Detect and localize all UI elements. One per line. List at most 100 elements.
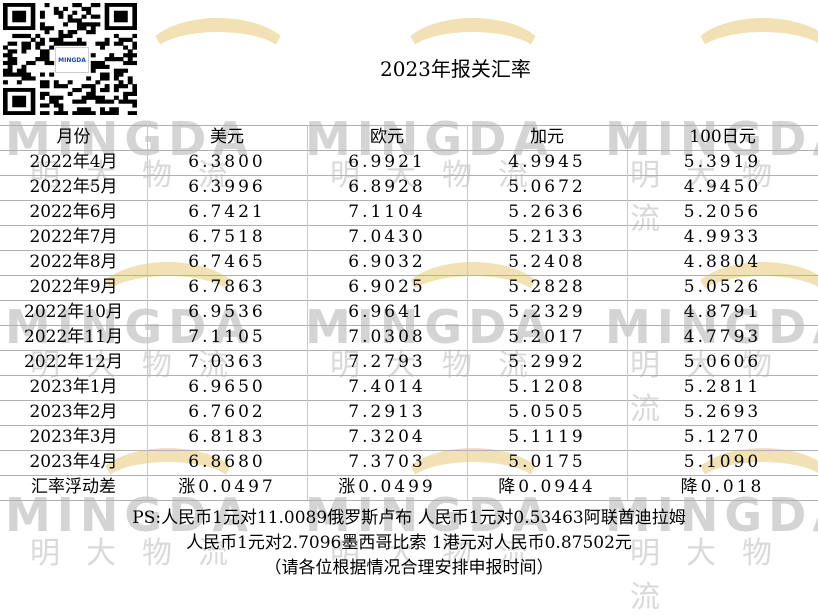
qr-module <box>100 64 105 69</box>
qr-module <box>16 72 22 77</box>
row-divider <box>0 125 818 126</box>
cell-jpy100: 降0.018 <box>680 477 765 497</box>
qr-module <box>100 41 105 46</box>
row-divider <box>0 300 818 301</box>
qr-module <box>21 45 27 50</box>
qr-module <box>76 111 82 116</box>
qr-module <box>58 107 64 112</box>
qr-module <box>113 57 119 62</box>
qr-module <box>67 30 73 35</box>
qr-module <box>100 87 105 93</box>
qr-module <box>58 84 64 89</box>
qr-module <box>39 10 45 15</box>
cell-cad: 5.2133 <box>508 227 586 247</box>
qr-module <box>39 91 45 96</box>
qr-module <box>90 87 96 93</box>
qr-code: MINGDA <box>3 3 138 116</box>
qr-module <box>12 33 18 39</box>
qr-module <box>100 111 105 116</box>
cell-month: 2022年6月 <box>29 202 118 222</box>
qr-module <box>95 41 101 46</box>
watermark-word: MINGDA <box>605 300 818 354</box>
qr-module <box>39 103 45 108</box>
cell-jpy100: 5.2056 <box>683 202 762 222</box>
qr-module <box>53 10 59 15</box>
qr-module <box>76 99 82 104</box>
table-summary-row: 汇率浮动差 涨0.0497 涨0.0499 降0.0944 降0.018 <box>0 475 818 500</box>
qr-module <box>39 57 45 62</box>
qr-module <box>90 26 96 31</box>
qr-module <box>113 84 119 89</box>
qr-module <box>118 57 124 62</box>
qr-module <box>100 76 105 81</box>
qr-module <box>90 30 96 35</box>
row-divider <box>0 500 818 501</box>
qr-module <box>90 14 96 19</box>
table-row: 2022年6月 6.7421 7.1104 5.2636 5.2056 <box>0 200 818 225</box>
qr-module <box>72 111 78 116</box>
qr-module <box>26 45 32 50</box>
cell-jpy100: 4.8791 <box>683 302 762 322</box>
qr-module <box>39 72 45 77</box>
table-row: 2023年4月 6.8680 7.3703 5.0175 5.1090 <box>0 450 818 475</box>
qr-module <box>127 53 133 58</box>
qr-module <box>104 72 110 77</box>
qr-module <box>127 49 133 54</box>
qr-module <box>72 87 78 93</box>
qr-module <box>104 87 110 93</box>
row-divider <box>0 475 818 476</box>
cell-usd: 7.0363 <box>188 352 266 372</box>
cell-month: 2022年10月 <box>24 302 123 322</box>
table-row: 2022年12月 7.0363 7.2793 5.2992 5.0606 <box>0 350 818 375</box>
qr-module <box>58 37 64 42</box>
qr-module <box>3 60 8 66</box>
cell-usd: 6.8680 <box>188 452 266 472</box>
row-divider <box>0 200 818 201</box>
qr-module <box>67 14 73 19</box>
qr-module <box>113 72 119 77</box>
cell-month: 2023年3月 <box>29 427 118 447</box>
row-divider <box>0 400 818 401</box>
qr-module <box>104 99 110 104</box>
cell-jpy100: 5.0526 <box>683 277 762 297</box>
qr-module <box>100 60 105 66</box>
qr-module <box>26 41 32 46</box>
qr-module <box>63 111 68 116</box>
qr-module <box>44 103 50 108</box>
qr-module <box>72 10 78 15</box>
qr-module <box>95 80 101 85</box>
watermark-cn: 明大物流 <box>330 536 554 571</box>
cell-usd: 6.7863 <box>188 277 266 297</box>
qr-module <box>63 6 68 12</box>
qr-module <box>21 41 27 46</box>
qr-module <box>44 57 50 62</box>
cell-usd: 6.7518 <box>188 227 266 247</box>
qr-module <box>76 37 82 42</box>
cell-jpy100: 4.8804 <box>683 252 762 272</box>
qr-module <box>81 99 87 104</box>
header-month: 月份 <box>56 127 91 147</box>
qr-module <box>21 68 27 73</box>
header-eur: 欧元 <box>370 127 404 147</box>
watermark-cn: 明大物流 <box>630 348 798 427</box>
cell-cad: 5.2828 <box>508 277 586 297</box>
cell-eur: 7.2793 <box>348 352 426 372</box>
watermark-arc <box>690 18 818 92</box>
qr-module <box>127 111 133 116</box>
cell-cad: 5.0175 <box>508 452 586 472</box>
qr-module <box>81 41 87 46</box>
header-cad: 加元 <box>530 127 564 147</box>
cell-jpy100: 5.0606 <box>683 352 762 372</box>
qr-module <box>118 84 124 89</box>
cell-usd: 6.7602 <box>188 402 266 422</box>
table-row: 2022年7月 6.7518 7.0430 5.2133 4.9933 <box>0 225 818 250</box>
cell-month: 2022年11月 <box>24 327 123 347</box>
qr-module <box>90 22 96 27</box>
cell-eur: 6.8928 <box>348 177 426 197</box>
qr-module <box>76 26 82 31</box>
qr-module <box>53 99 59 104</box>
qr-module <box>72 30 78 35</box>
qr-module <box>67 18 73 23</box>
qr-module <box>104 111 110 116</box>
cell-eur: 6.9032 <box>348 252 426 272</box>
